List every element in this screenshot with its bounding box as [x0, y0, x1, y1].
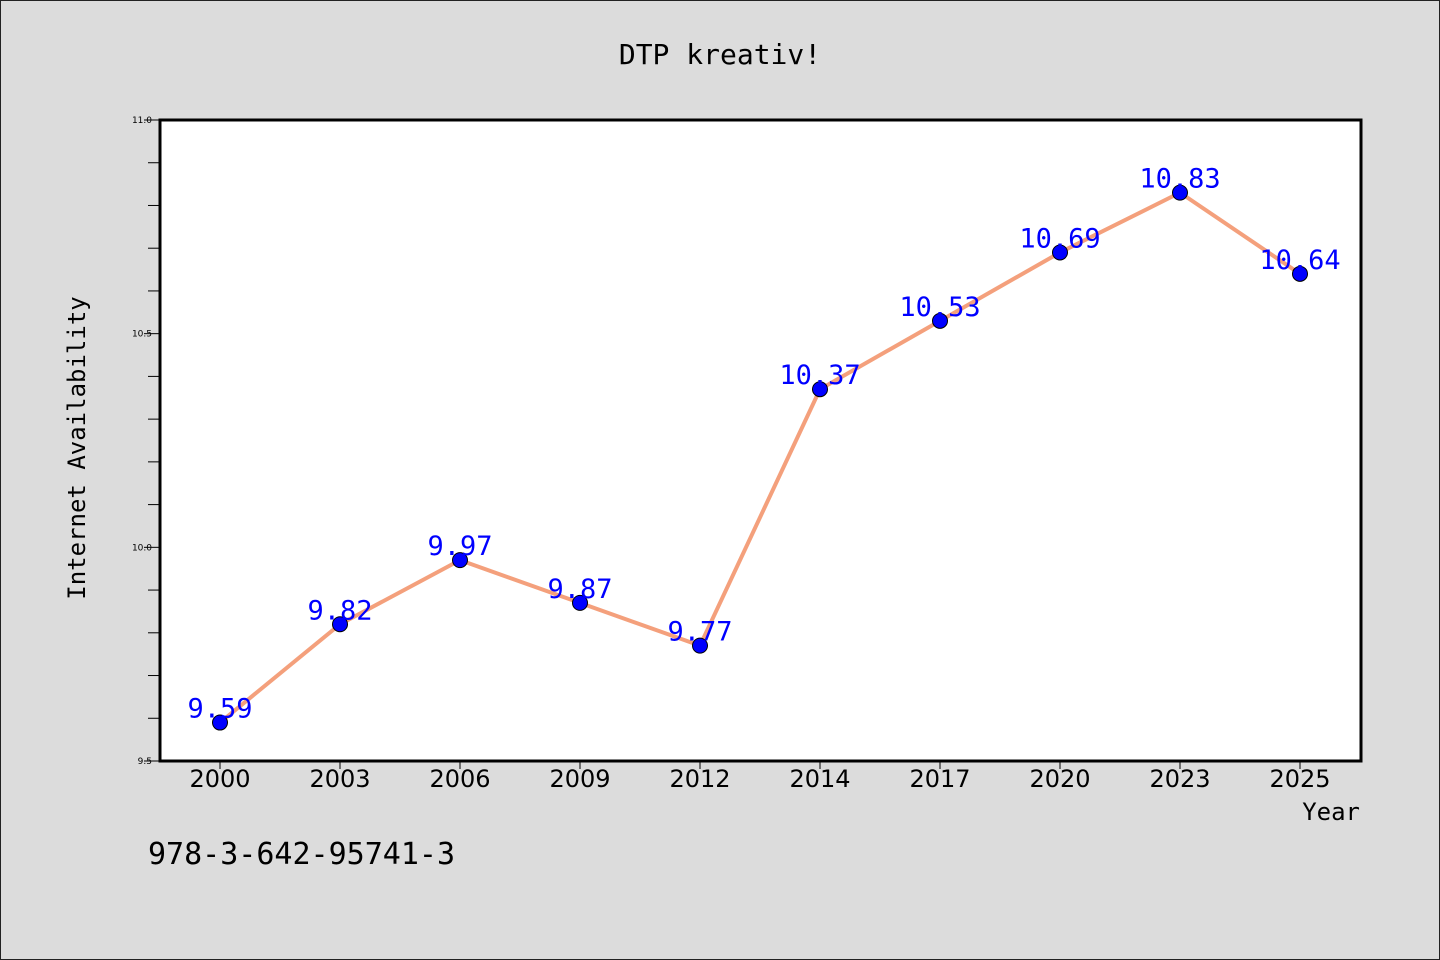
y-axis-label: Internet Availability [63, 296, 91, 599]
data-point [1052, 244, 1068, 261]
data-label: 9.59 [187, 694, 252, 725]
x-tick-label: 2017 [909, 765, 970, 793]
x-tick-label: 2009 [549, 765, 610, 793]
y-tick-label: 10.0 [132, 543, 152, 553]
data-point [452, 552, 468, 569]
x-tick-label: 2003 [309, 765, 370, 793]
data-label: 10.64 [1259, 245, 1340, 276]
x-tick-label: 2020 [1029, 765, 1090, 793]
data-point [332, 616, 348, 633]
x-tick-label: 2012 [669, 765, 730, 793]
y-tick-label: 11.0 [132, 116, 152, 126]
data-label: 9.87 [547, 574, 612, 605]
data-label: 10.53 [899, 292, 980, 323]
data-label: 10.83 [1139, 164, 1220, 195]
x-tick-label: 2023 [1149, 765, 1210, 793]
x-tick-label: 2014 [789, 765, 850, 793]
data-label: 9.97 [427, 531, 492, 562]
plot-area [158, 118, 1363, 763]
data-point [1172, 184, 1188, 201]
data-label: 10.69 [1019, 223, 1100, 254]
y-axis: 9.5 10.0 10.5 11.0 [132, 116, 160, 767]
isbn-text: 978-3-642-95741-3 [148, 837, 455, 872]
data-label: 9.82 [307, 595, 372, 626]
y-tick-label: 9.5 [138, 757, 152, 767]
x-tick-label: 2025 [1269, 765, 1330, 793]
x-tick-label: 2000 [189, 765, 250, 793]
y-tick-label: 10.5 [132, 330, 152, 340]
series-group: 9.59 9.82 9.97 9.87 9.77 10.37 10.53 10.69 10.83… [187, 164, 1341, 731]
data-label: 10.37 [779, 360, 860, 391]
chart-title: DTP kreativ! [619, 38, 821, 71]
x-tick-label: 2006 [429, 765, 490, 793]
series-line [218, 190, 1302, 725]
x-axis-label: Year [1302, 798, 1360, 826]
data-point [212, 714, 228, 731]
data-point [1292, 265, 1308, 282]
data-label: 9.77 [667, 617, 732, 648]
data-point [812, 381, 828, 398]
x-axis: 2000 2003 2006 2009 2012 2014 2017 2020 2023 2025 [189, 761, 1331, 793]
data-point [692, 637, 708, 654]
data-point [572, 594, 588, 611]
data-point [932, 312, 948, 329]
